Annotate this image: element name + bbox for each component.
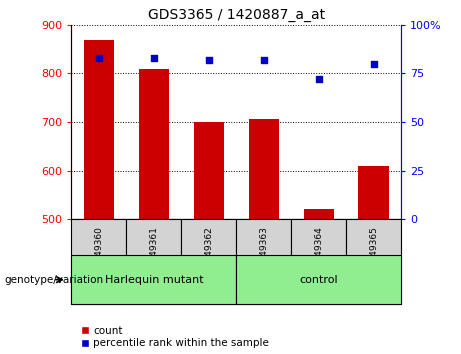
Bar <box>236 255 401 304</box>
Legend: count, percentile rank within the sample: count, percentile rank within the sample <box>77 322 273 352</box>
Title: GDS3365 / 1420887_a_at: GDS3365 / 1420887_a_at <box>148 8 325 22</box>
Point <box>205 57 213 63</box>
Text: control: control <box>299 275 338 285</box>
Bar <box>126 219 181 304</box>
Bar <box>84 40 114 219</box>
Text: GSM149361: GSM149361 <box>149 226 159 281</box>
Text: genotype/variation: genotype/variation <box>5 275 104 285</box>
Bar <box>236 219 291 304</box>
Point <box>315 76 322 82</box>
Point <box>260 57 267 63</box>
Bar <box>303 209 334 219</box>
Text: GSM149364: GSM149364 <box>314 226 323 281</box>
Point <box>95 55 103 61</box>
Point <box>370 61 377 67</box>
Text: GSM149362: GSM149362 <box>204 226 213 281</box>
Bar <box>139 69 169 219</box>
Point <box>150 55 158 61</box>
Bar <box>71 255 236 304</box>
Text: Harlequin mutant: Harlequin mutant <box>105 275 203 285</box>
Bar <box>181 219 236 304</box>
Bar <box>346 219 401 304</box>
Bar <box>194 122 224 219</box>
Bar <box>248 119 279 219</box>
Text: GSM149360: GSM149360 <box>95 226 103 281</box>
Bar <box>291 219 346 304</box>
Text: GSM149365: GSM149365 <box>369 226 378 281</box>
Text: GSM149363: GSM149363 <box>259 226 268 281</box>
Bar <box>359 166 389 219</box>
Bar <box>71 219 126 304</box>
